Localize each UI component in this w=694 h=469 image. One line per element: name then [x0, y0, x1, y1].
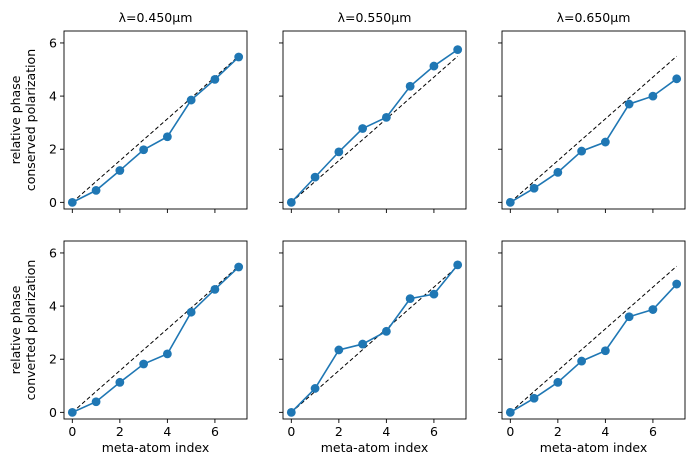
x-tick-label: 6: [649, 424, 657, 439]
x-tick-label: 4: [163, 424, 171, 439]
data-point: [286, 197, 296, 207]
data-point: [577, 146, 587, 156]
data-point: [186, 307, 196, 317]
axes-frame: [63, 240, 248, 420]
series-line: [71, 266, 240, 414]
y-tick-label: 0: [49, 195, 57, 210]
series-line: [71, 56, 240, 204]
data-point: [210, 284, 220, 294]
y-tick-label: 4: [49, 89, 57, 104]
data-point: [505, 407, 515, 417]
y-tick-label: 0: [49, 405, 57, 420]
subplot-title: λ=0.550μm: [338, 10, 412, 25]
data-point: [405, 81, 415, 91]
data-point: [334, 345, 344, 355]
axes-frame: [63, 30, 248, 210]
x-tick-label: 0: [506, 424, 514, 439]
data-point: [91, 186, 101, 195]
y-tick-label: 2: [49, 142, 57, 157]
data-point: [600, 346, 610, 356]
data-point: [358, 124, 368, 133]
data-point: [453, 45, 463, 54]
data-point: [505, 197, 515, 207]
data-point: [162, 132, 172, 142]
subplot-r0-c2: λ=0.650μm: [498, 10, 686, 213]
ideal-reference-line: [509, 265, 678, 413]
subplot-title: λ=0.450μm: [119, 10, 193, 25]
data-point: [429, 289, 439, 299]
x-tick-label: 4: [601, 424, 609, 439]
x-axis-label: meta-atom index: [321, 440, 429, 455]
axes-frame: [282, 240, 467, 420]
series-line: [290, 48, 459, 203]
data-point: [453, 260, 463, 270]
data-point: [310, 384, 320, 393]
data-point: [115, 166, 125, 175]
data-point: [577, 356, 587, 366]
x-tick-label: 0: [287, 424, 295, 439]
data-point: [139, 359, 149, 369]
data-point: [529, 183, 539, 193]
x-tick-label: 4: [382, 424, 390, 439]
data-point: [91, 397, 101, 407]
data-point: [553, 377, 563, 387]
data-point: [624, 312, 634, 322]
x-tick-label: 6: [211, 424, 219, 439]
axes-frame: [501, 30, 686, 210]
data-point: [624, 99, 634, 109]
data-point: [139, 145, 149, 155]
x-tick-label: 0: [68, 424, 76, 439]
y-tick-label: 6: [49, 35, 57, 50]
data-point: [286, 407, 296, 417]
series-line: [509, 283, 678, 414]
y-axis-label: relative phase: [8, 285, 23, 374]
data-point: [672, 74, 682, 84]
y-tick-label: 2: [49, 352, 57, 367]
data-point: [381, 112, 391, 122]
subplot-title: λ=0.650μm: [557, 10, 631, 25]
data-point: [358, 339, 368, 349]
data-point: [600, 137, 610, 147]
data-point: [529, 393, 539, 403]
y-tick-label: 4: [49, 299, 57, 314]
subplot-r0-c0: 0 2 4 6 λ=0.450μm relative phase conserved pol…: [8, 10, 248, 213]
ideal-reference-line: [509, 55, 678, 203]
data-point: [429, 61, 439, 71]
x-tick-label: 2: [554, 424, 562, 439]
data-point: [67, 407, 77, 417]
data-point: [648, 91, 658, 101]
subplot-r0-c1: λ=0.550μm: [279, 10, 467, 213]
x-axis-label: meta-atom index: [102, 440, 210, 455]
data-point: [234, 52, 244, 62]
axes-frame: [501, 240, 686, 420]
x-tick-label: 2: [335, 424, 343, 439]
data-point: [67, 197, 77, 207]
y-tick-label: 6: [49, 245, 57, 260]
x-tick-label: 6: [430, 424, 438, 439]
data-point: [334, 147, 344, 157]
x-tick-label: 2: [116, 424, 124, 439]
x-axis-label: meta-atom index: [540, 440, 648, 455]
data-point: [405, 294, 415, 304]
ideal-reference-line: [290, 55, 459, 203]
ideal-reference-line: [290, 265, 459, 413]
data-point: [234, 262, 244, 272]
y-axis-label: conserved polarization: [23, 49, 38, 191]
data-point: [672, 279, 682, 289]
data-point: [310, 172, 320, 182]
data-point: [648, 305, 658, 314]
data-point: [186, 95, 196, 105]
y-axis-label: converted polarization: [23, 260, 38, 401]
data-point: [162, 349, 172, 359]
axes-frame: [282, 30, 467, 210]
y-axis-label: relative phase: [8, 75, 23, 164]
data-point: [381, 326, 391, 336]
data-point: [553, 167, 563, 177]
data-point: [115, 377, 125, 387]
data-point: [210, 74, 220, 84]
